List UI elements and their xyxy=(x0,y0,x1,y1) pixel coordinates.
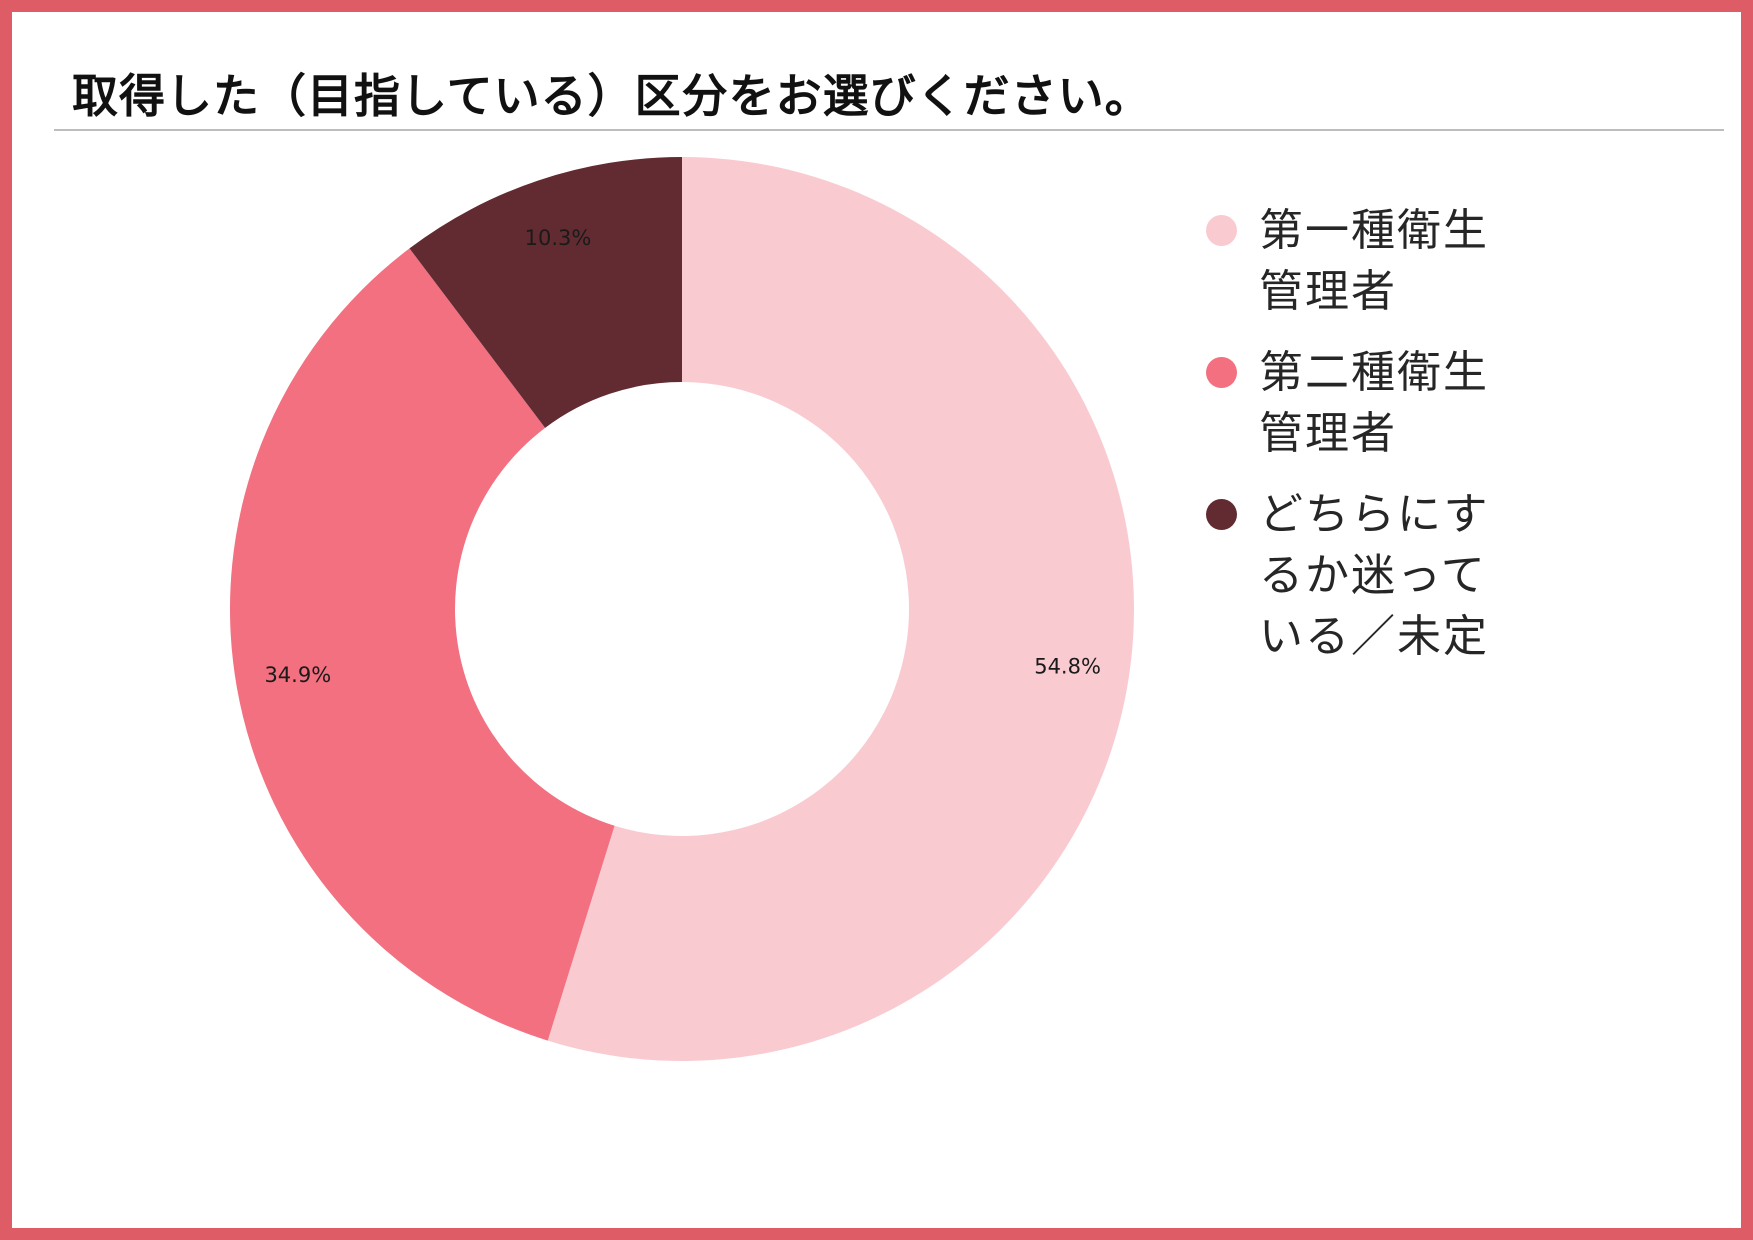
legend-swatch xyxy=(1206,357,1237,388)
data-label-2: 34.9% xyxy=(264,663,331,687)
donut-slices xyxy=(230,157,1134,1061)
chart-legend: 第一種衛生管理者 第二種衛生管理者どちらにするか迷っている／未定 xyxy=(1206,200,1536,687)
legend-swatch xyxy=(1206,215,1237,246)
donut-slice-2 xyxy=(230,248,615,1041)
legend-label: 第二種衛生管理者 xyxy=(1259,347,1489,459)
donut-chart: 54.8% 34.9% 10.3% xyxy=(230,157,1134,1061)
legend-label: どちらにするか迷っている／未定 xyxy=(1259,489,1490,662)
legend-item-3: どちらにするか迷っている／未定 xyxy=(1206,484,1536,667)
data-label-1: 54.8% xyxy=(1034,655,1101,679)
legend-item-1: 第一種衛生管理者 xyxy=(1206,200,1536,322)
legend-swatch xyxy=(1206,499,1237,530)
legend-item-2: 第二種衛生管理者 xyxy=(1206,342,1536,464)
legend-label: 第一種衛生管理者 xyxy=(1259,205,1489,317)
title-divider xyxy=(54,129,1724,131)
donut-data-labels: 54.8% 34.9% 10.3% xyxy=(264,226,1100,687)
donut-slice-3 xyxy=(409,157,682,428)
page-title: 取得した（目指している）区分をお選びください。 xyxy=(72,69,1152,123)
data-label-3: 10.3% xyxy=(525,226,592,250)
donut-slice-1 xyxy=(547,157,1134,1061)
